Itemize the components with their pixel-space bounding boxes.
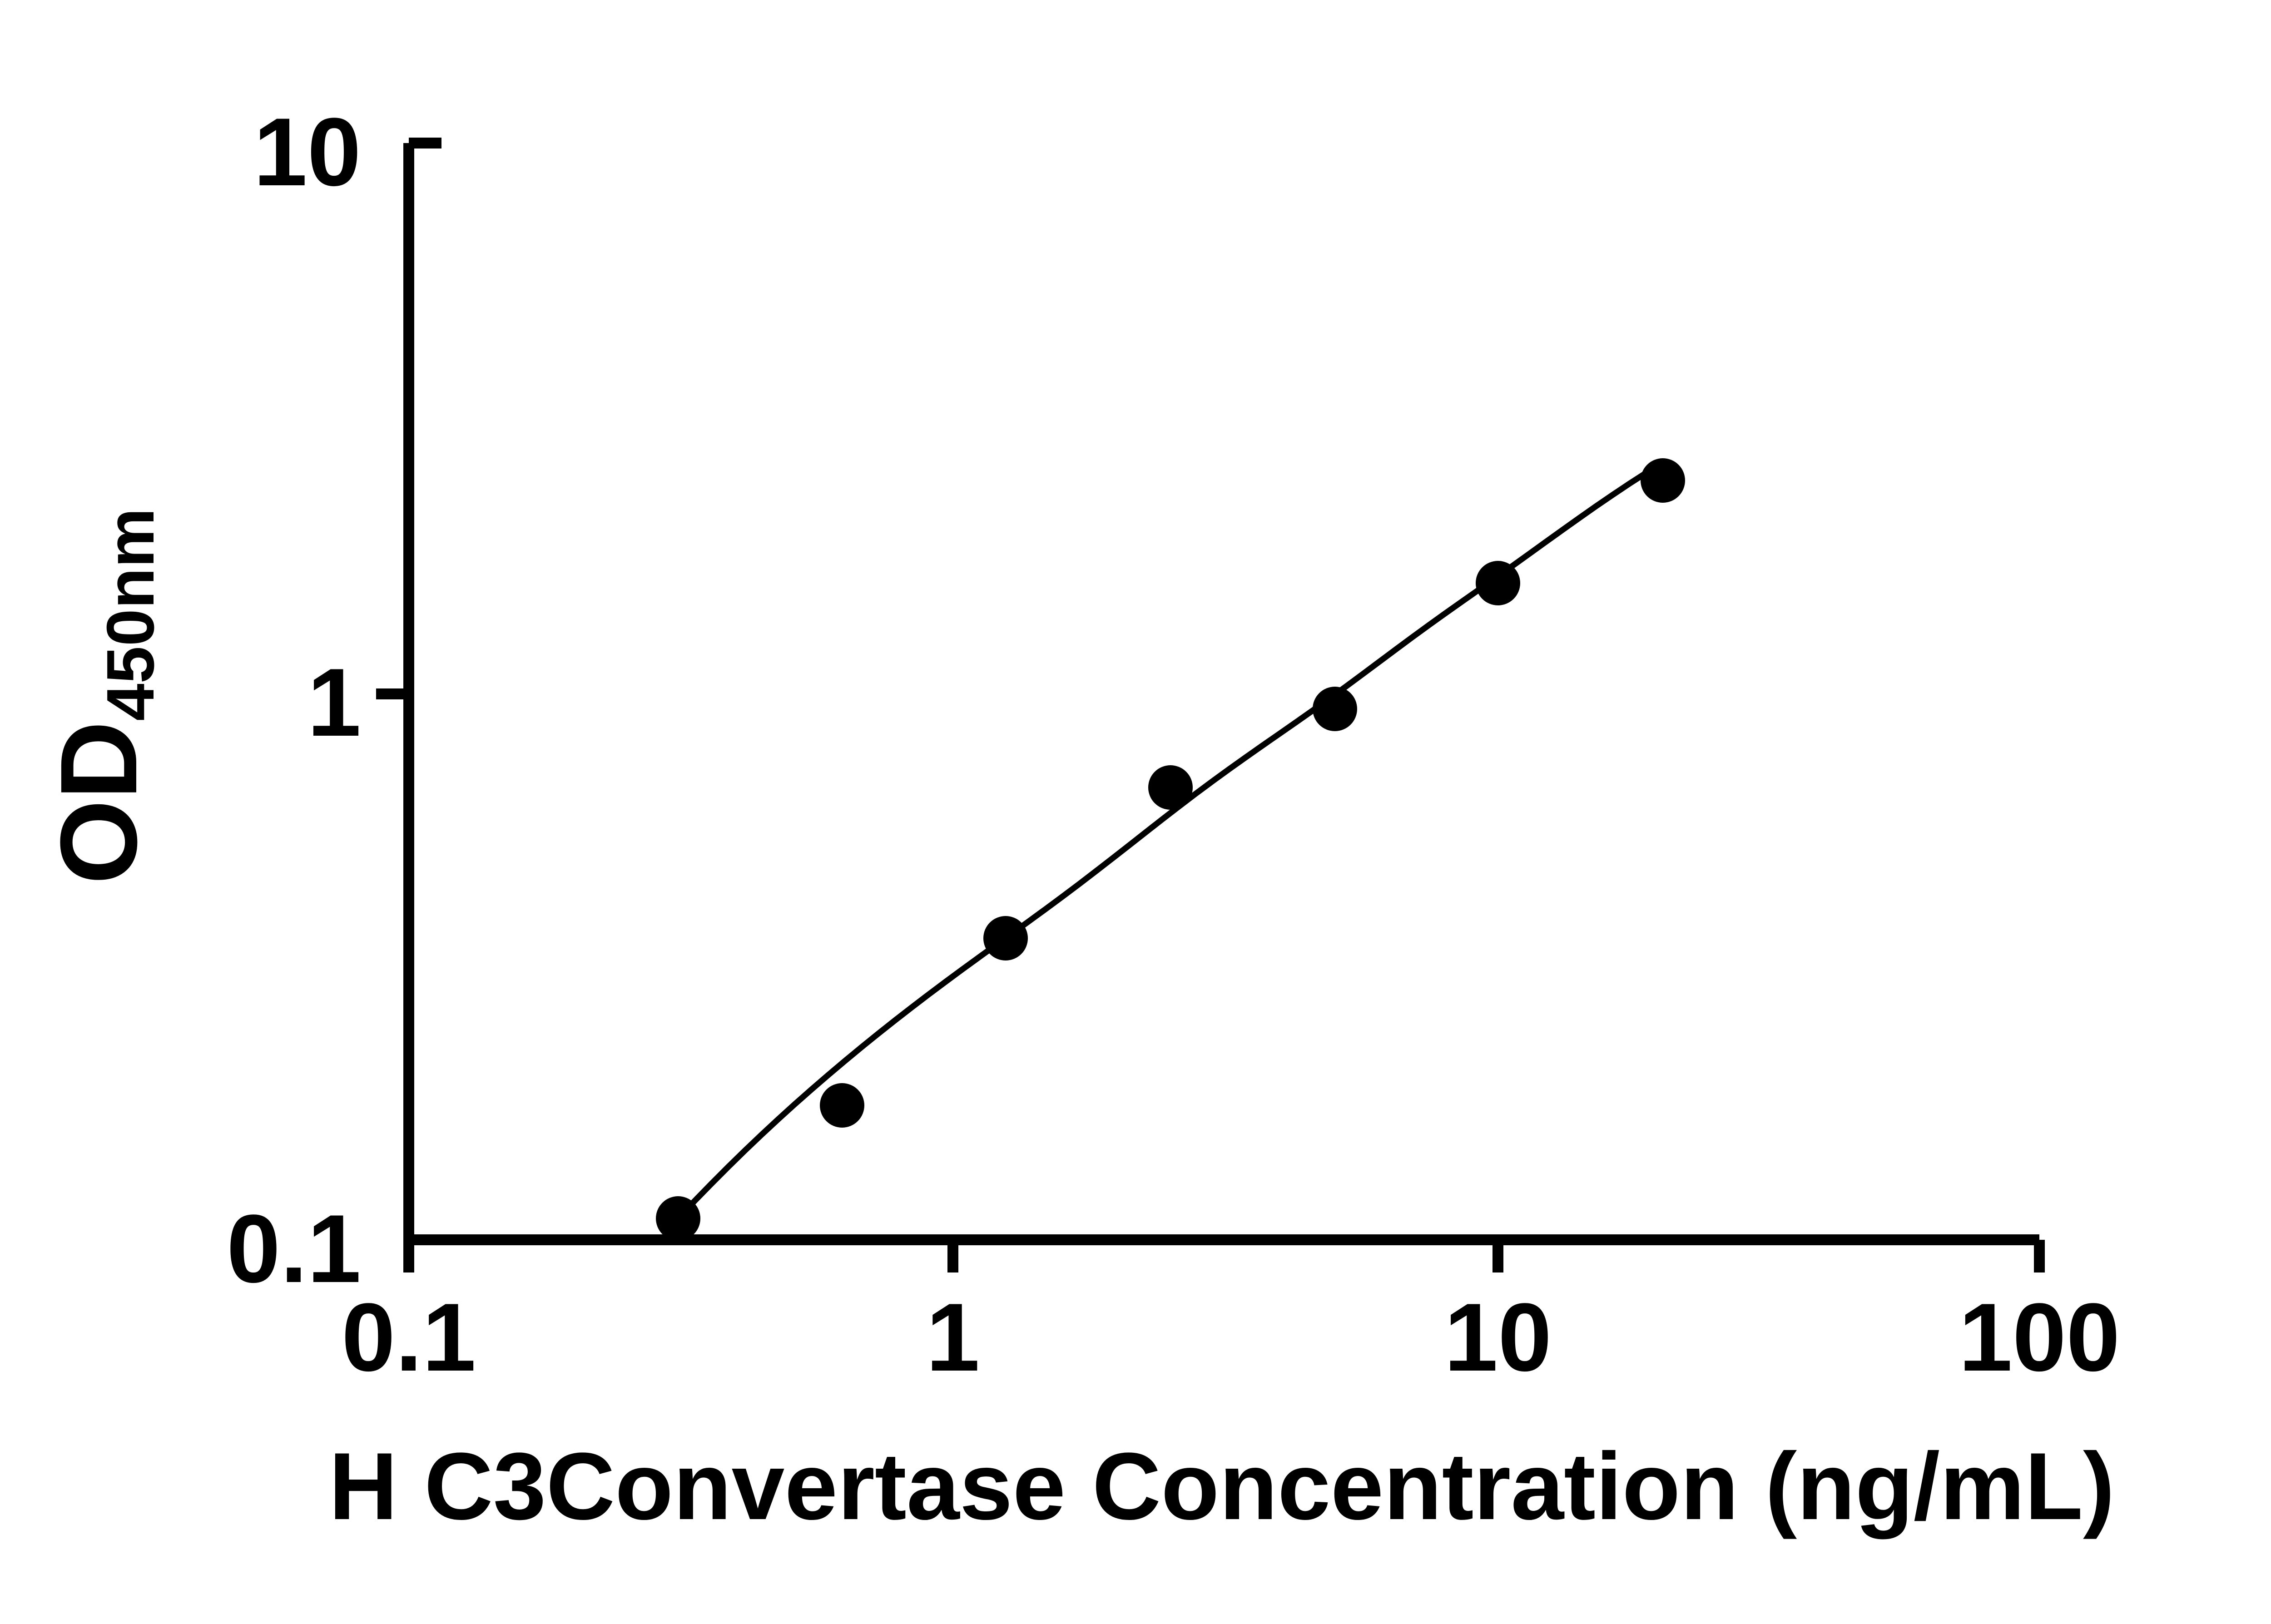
svg-text:0.1: 0.1 — [227, 1195, 361, 1303]
svg-text:1: 1 — [307, 649, 361, 757]
svg-text:100: 100 — [1959, 1283, 2120, 1391]
svg-text:1: 1 — [926, 1283, 980, 1391]
svg-text:H C3Convertase Concentration (: H C3Convertase Concentration (ng/mL) — [329, 1433, 2115, 1540]
svg-text:10: 10 — [253, 98, 361, 206]
svg-text:0.1: 0.1 — [342, 1283, 476, 1391]
svg-text:10: 10 — [1444, 1283, 1552, 1391]
